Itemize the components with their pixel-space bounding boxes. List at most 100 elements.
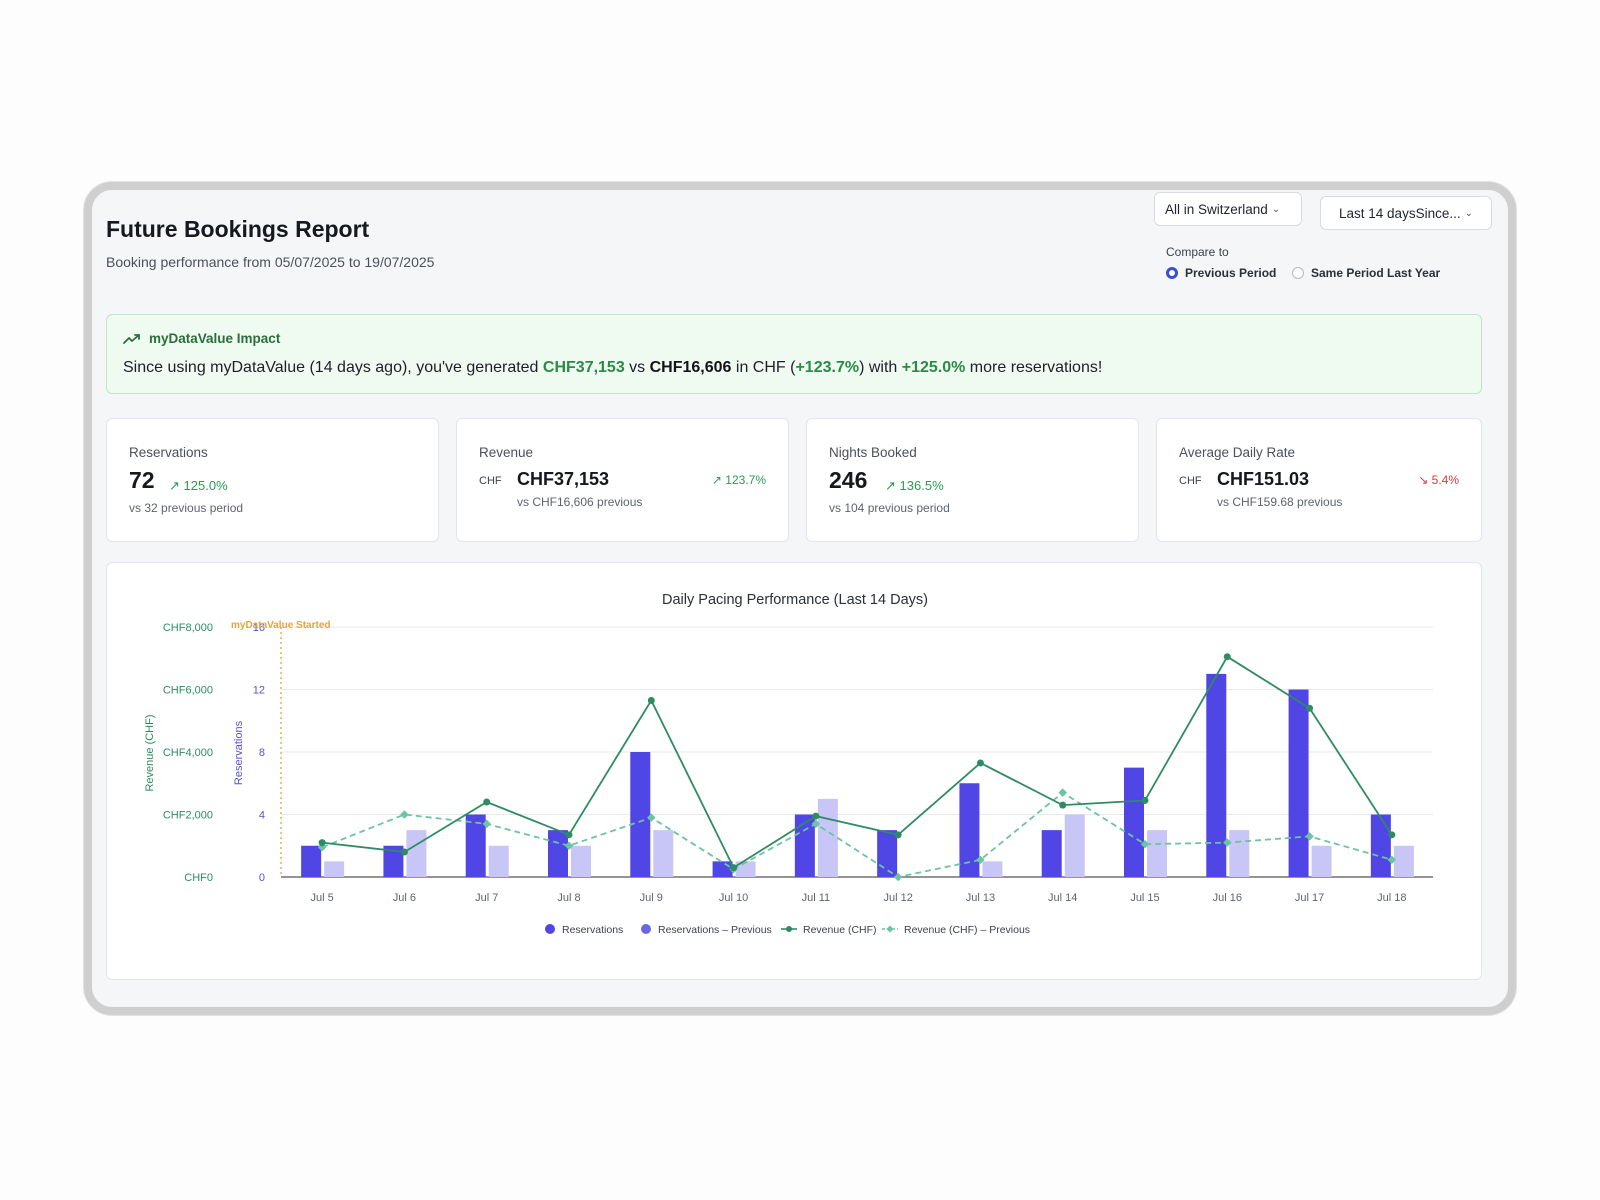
bar-reservations-previous xyxy=(324,861,345,877)
legend-label: Reservations – Previous xyxy=(658,924,772,936)
point-revenue xyxy=(483,798,491,806)
x-tick-label: Jul 15 xyxy=(1130,892,1159,904)
reservations-tick-label: 12 xyxy=(253,685,265,697)
revenue-tick-label: CHF4,000 xyxy=(163,747,213,759)
bar-reservations-previous xyxy=(982,861,1003,877)
x-tick-label: Jul 11 xyxy=(802,892,831,904)
arrow-up-right-icon: ↗ xyxy=(885,478,896,493)
card-label: Average Daily Rate xyxy=(1179,445,1296,460)
start-marker-label: myDataValue Started xyxy=(231,620,331,631)
impact-text-part: more reservations! xyxy=(965,359,1103,376)
bar-reservations xyxy=(1288,689,1309,877)
radio-selected-icon xyxy=(1166,267,1178,279)
reservations-tick-label: 16 xyxy=(253,622,265,634)
device-frame: Future Bookings Report Booking performan… xyxy=(84,182,1516,1015)
bar-reservations-previous xyxy=(817,798,838,877)
card-value: CHF151.03 xyxy=(1217,469,1310,489)
x-tick-label: Jul 9 xyxy=(640,892,663,904)
x-tick-label: Jul 10 xyxy=(719,892,748,904)
x-tick-label: Jul 13 xyxy=(966,892,995,904)
legend-swatch-revenue-previous-point xyxy=(886,925,894,933)
revenue-tick-label: CHF0 xyxy=(184,872,213,884)
currency-label: CHF xyxy=(1179,475,1202,487)
radio-unselected-icon xyxy=(1292,267,1304,279)
impact-text-part: Since using myDataValue (14 days ago), y… xyxy=(123,359,543,376)
impact-revenue: CHF37,153 xyxy=(542,359,625,376)
impact-revenue-pct: +123.7% xyxy=(795,359,860,376)
arrow-up-right-icon: ↗ xyxy=(169,478,180,493)
radio-previous-period[interactable]: Previous Period xyxy=(1166,266,1276,280)
bar-reservations xyxy=(1124,767,1144,877)
x-tick-label: Jul 6 xyxy=(393,892,416,904)
impact-text-part: vs xyxy=(624,359,650,376)
impact-text-part: ) with xyxy=(859,359,902,376)
daily-pacing-chart-card: Daily Pacing Performance (Last 14 Days) 0… xyxy=(106,562,1482,980)
bar-reservations-previous xyxy=(735,861,756,877)
point-revenue xyxy=(1141,796,1149,804)
bar-reservations-previous xyxy=(1064,814,1085,877)
bar-reservations xyxy=(383,845,404,877)
trend-value: 123.7% xyxy=(725,473,766,487)
y-axis-title-reservations: Reservations xyxy=(233,720,245,785)
bar-reservations xyxy=(630,752,651,877)
legend-label: Revenue (CHF) – Previous xyxy=(904,924,1030,936)
trend-value: 136.5% xyxy=(899,478,944,493)
impact-heading: myDataValue Impact xyxy=(123,331,280,346)
impact-heading-label: myDataValue Impact xyxy=(149,331,281,346)
compare-label: Compare to xyxy=(1166,245,1229,259)
card-value: 246 xyxy=(829,467,868,493)
date-range-select[interactable]: Last 14 daysSince... ⌄ xyxy=(1320,196,1492,230)
point-revenue xyxy=(1059,801,1067,809)
impact-message: Since using myDataValue (14 days ago), y… xyxy=(123,359,1102,377)
legend-label: Revenue (CHF) xyxy=(803,924,877,936)
point-revenue-previous xyxy=(1058,788,1067,797)
bar-reservations xyxy=(1041,830,1062,877)
revenue-tick-label: CHF2,000 xyxy=(163,810,213,822)
trend-value: 125.0% xyxy=(183,478,228,493)
bar-reservations-previous xyxy=(1311,845,1332,877)
impact-banner: myDataValue Impact Since using myDataVal… xyxy=(106,314,1482,394)
bar-reservations xyxy=(959,783,980,877)
bar-reservations xyxy=(1370,814,1391,877)
impact-reservations-pct: +125.0% xyxy=(901,359,966,376)
card-sub: vs 104 previous period xyxy=(829,501,950,515)
card-label: Reservations xyxy=(129,445,208,460)
bar-reservations-previous xyxy=(1393,845,1414,877)
y-axis-title-revenue: Revenue (CHF) xyxy=(144,714,156,791)
reservations-card: Reservations 72 ↗ 125.0% vs 32 previous … xyxy=(106,418,439,542)
reservations-tick-label: 8 xyxy=(259,747,265,759)
chevron-down-icon: ⌄ xyxy=(1464,207,1473,219)
daily-pacing-chart: Daily Pacing Performance (Last 14 Days) 0… xyxy=(144,592,1433,936)
legend-swatch-reservations xyxy=(545,924,555,934)
radio-same-period-last-year[interactable]: Same Period Last Year xyxy=(1292,266,1440,280)
bar-reservations xyxy=(1206,673,1227,877)
x-tick-label: Jul 5 xyxy=(311,892,334,904)
bar-reservations xyxy=(794,814,815,877)
point-revenue xyxy=(647,696,655,704)
page-title: Future Bookings Report xyxy=(106,216,370,242)
bar-reservations-previous xyxy=(1147,830,1167,877)
radio-label: Previous Period xyxy=(1185,266,1277,280)
report-screen: Future Bookings Report Booking performan… xyxy=(92,190,1508,1007)
bar-reservations xyxy=(301,845,322,877)
card-sub: vs CHF159.68 previous xyxy=(1217,495,1343,509)
nights-booked-card: Nights Booked 246 ↗ 136.5% vs 104 previo… xyxy=(806,418,1139,542)
point-revenue xyxy=(976,759,984,767)
card-value: CHF37,153 xyxy=(517,469,610,489)
arrow-up-right-icon: ↗ xyxy=(711,473,722,487)
point-revenue-previous xyxy=(400,810,409,819)
line-revenue-previous xyxy=(321,791,1393,878)
line-revenue xyxy=(322,655,1393,869)
bar-reservations xyxy=(465,814,486,877)
arrow-down-right-icon: ↘ xyxy=(1418,473,1429,487)
trend-up: ↗ 123.7% xyxy=(712,473,766,487)
trend-value: 5.4% xyxy=(1431,473,1459,487)
country-select[interactable]: All in Switzerland ⌄ xyxy=(1154,192,1302,226)
card-value: 72 xyxy=(129,467,155,493)
point-revenue xyxy=(730,864,738,872)
card-sub: vs 32 previous period xyxy=(129,501,244,515)
x-tick-label: Jul 7 xyxy=(475,892,498,904)
point-revenue xyxy=(1223,653,1231,661)
x-tick-label: Jul 8 xyxy=(557,892,580,904)
country-select-label: All in Switzerland xyxy=(1165,201,1268,217)
